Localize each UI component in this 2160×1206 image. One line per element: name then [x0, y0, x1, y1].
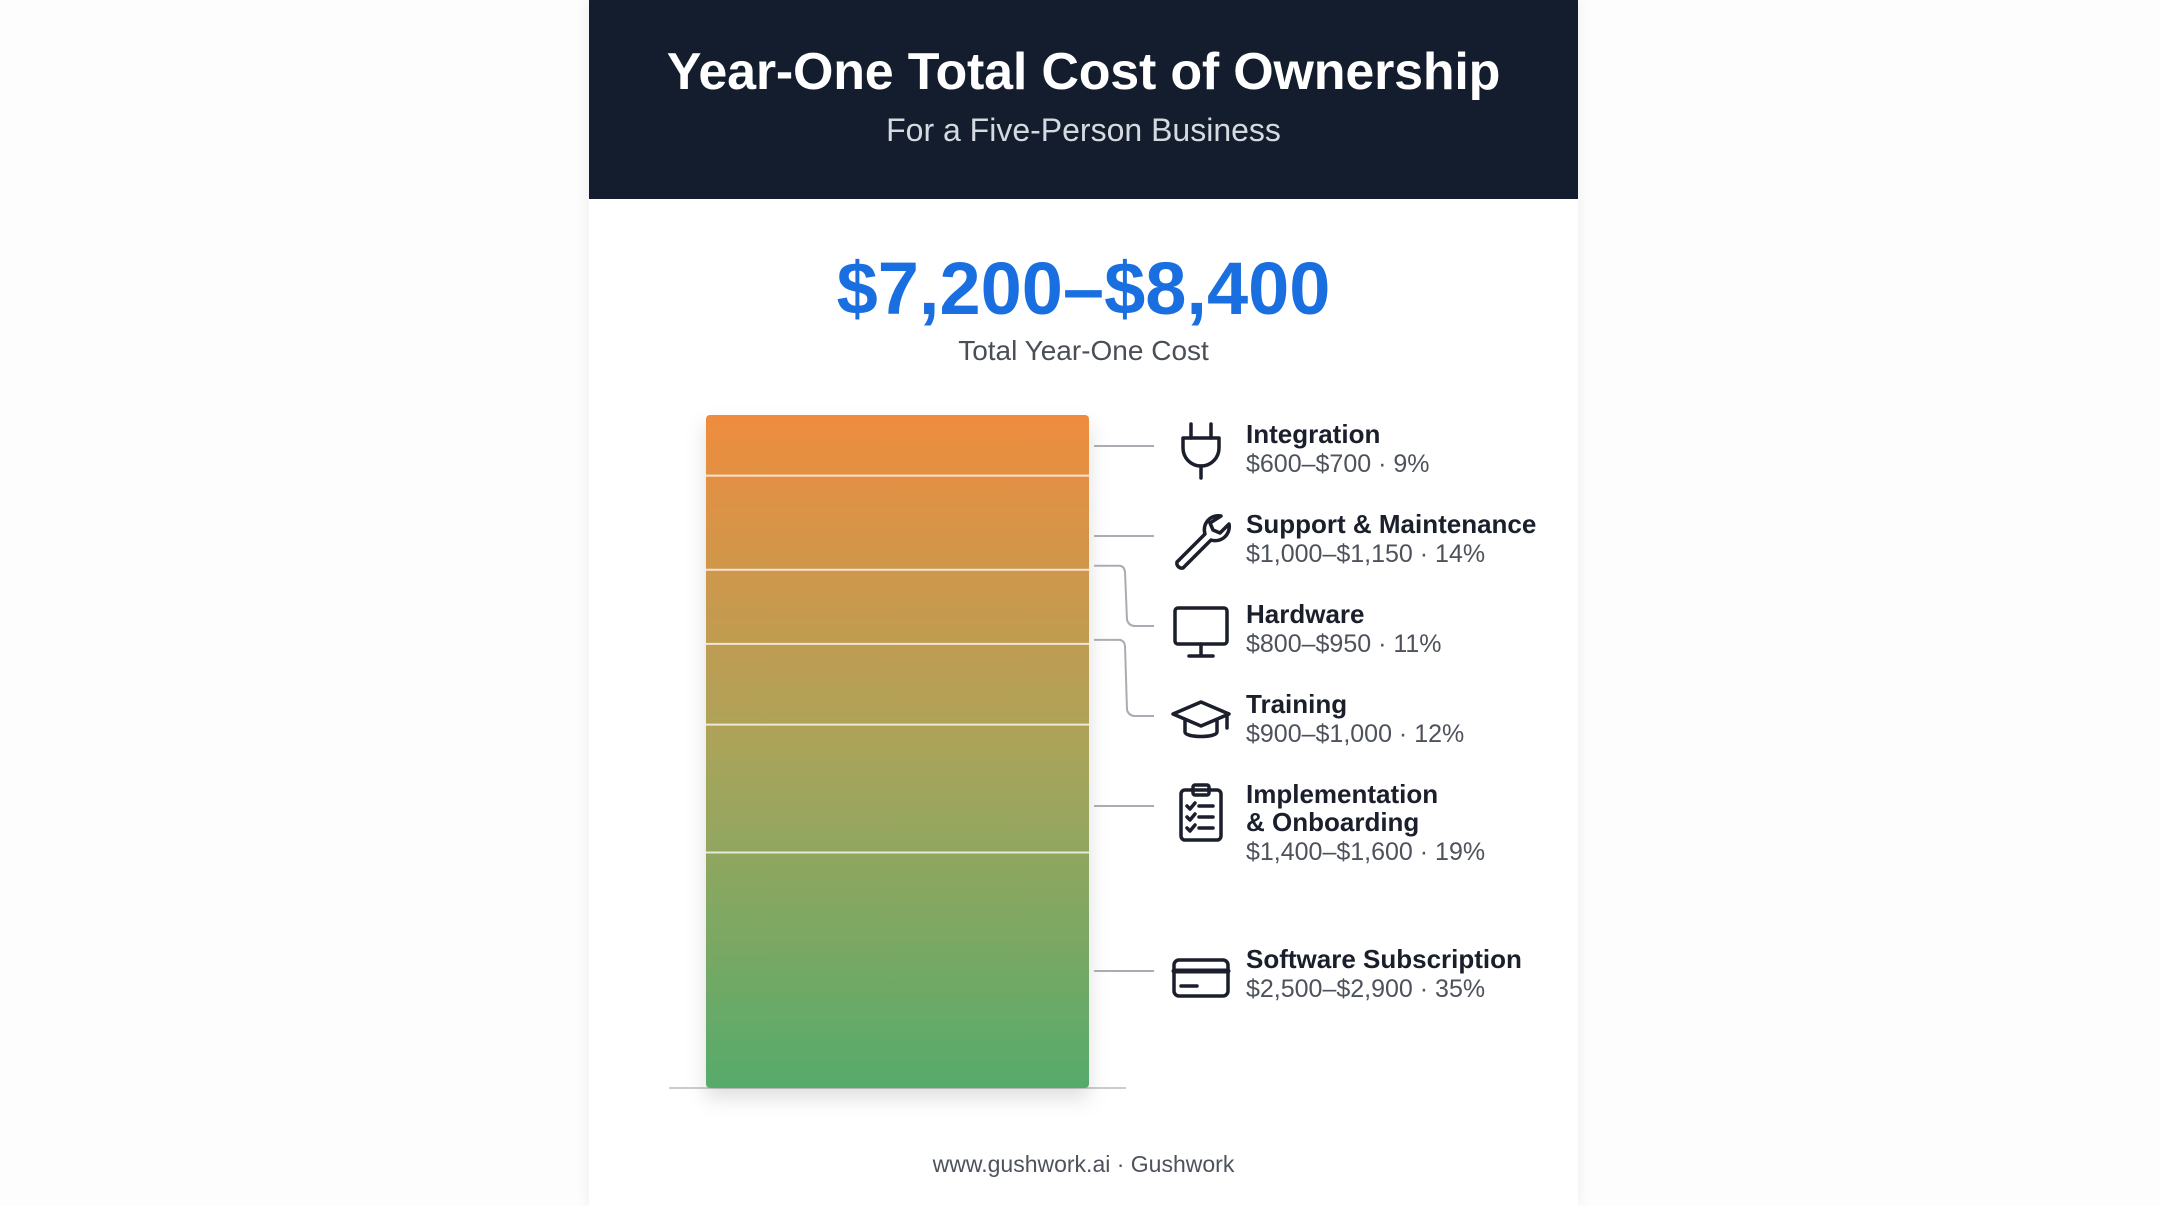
legend-item: Training $900–$1,000 · 12%: [1246, 690, 1576, 750]
bar-segment-5: [706, 725, 1089, 853]
graduation-cap-icon: [1169, 688, 1233, 752]
header-banner: Year-One Total Cost of Ownership For a F…: [589, 0, 1578, 199]
legend-item: Support & Maintenance $1,000–$1,150 · 14%: [1246, 510, 1576, 570]
legend-item-name: Implementation & Onboarding: [1246, 780, 1576, 836]
footer-source: www.gushwork.ai · Gushwork: [932, 1151, 1235, 1177]
legend-item-name: Integration: [1246, 419, 1381, 449]
infographic-card: Year-One Total Cost of Ownership For a F…: [589, 0, 1578, 1206]
plug-icon: [1169, 418, 1233, 482]
legend-item-name-line: Implementation: [1246, 779, 1439, 809]
legend-item: Integration $600–$700 · 9%: [1246, 420, 1576, 480]
page-title: Year-One Total Cost of Ownership: [666, 43, 1501, 101]
legend-item: Software Subscription $2,500–$2,900 · 35%: [1246, 945, 1576, 1005]
bar-segment-6: [706, 852, 1089, 1088]
credit-card-icon: [1169, 944, 1233, 1008]
legend-item-name: Support & Maintenance: [1246, 509, 1537, 539]
legend-item-value: $1,400–$1,600 · 19%: [1246, 838, 1486, 866]
legend-item: Hardware $800–$950 · 11%: [1246, 600, 1576, 660]
bar-segment-3: [706, 570, 1089, 644]
legend-item-value: $900–$1,000 · 12%: [1246, 720, 1465, 748]
stacked-bar: [706, 415, 1089, 1088]
clipboard-checklist-icon: [1169, 780, 1233, 844]
legend-item-name: Training: [1246, 689, 1348, 719]
bar-segment-4: [706, 644, 1089, 725]
leader-line: [1094, 564, 1154, 627]
legend-item-name: Software Subscription: [1246, 944, 1522, 974]
page-subtitle: For a Five-Person Business: [886, 112, 1281, 148]
legend-item-value: $800–$950 · 11%: [1246, 630, 1442, 658]
monitor-icon: [1169, 600, 1233, 664]
bar-segment-2: [706, 476, 1089, 570]
leader-line: [1094, 638, 1154, 717]
stacked-cost-chart: [669, 415, 1154, 1089]
legend-item-value: $2,500–$2,900 · 35%: [1246, 975, 1486, 1003]
legend-item-name: Hardware: [1246, 599, 1365, 629]
wrench-icon: [1169, 508, 1233, 572]
legend-item-name-line: & Onboarding: [1246, 807, 1420, 837]
legend-item-value: $600–$700 · 9%: [1246, 450, 1430, 478]
total-cost-label: Total Year-One Cost: [958, 335, 1209, 366]
legend-item: Implementation & Onboarding $1,400–$1,600 …: [1246, 780, 1576, 868]
legend-item-value: $1,000–$1,150 · 14%: [1246, 540, 1486, 568]
bar-segment-1: [706, 415, 1089, 476]
total-cost-value: $7,200–$8,400: [836, 247, 1331, 330]
